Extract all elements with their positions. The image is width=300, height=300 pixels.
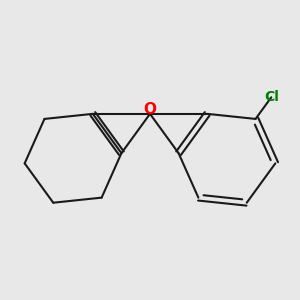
- Text: O: O: [143, 103, 157, 118]
- Text: Cl: Cl: [264, 90, 279, 104]
